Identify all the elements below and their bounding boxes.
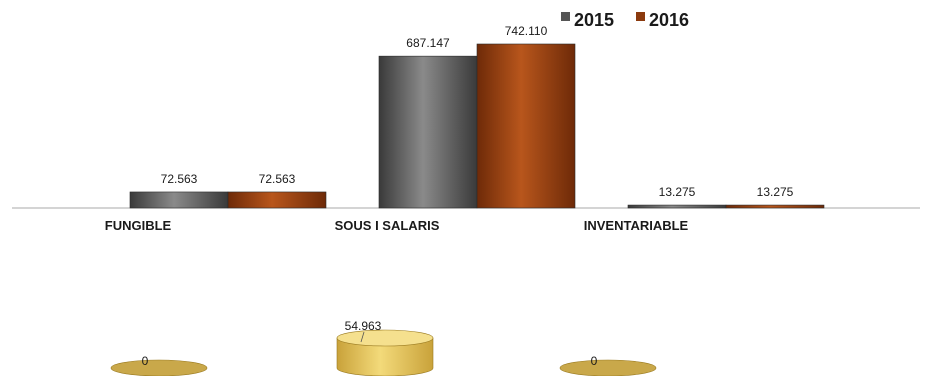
cylinder-label-fungible: 0	[142, 354, 149, 368]
data-label-inventariable-2015: 13.275	[659, 185, 696, 199]
bar-fungible-2015	[129, 191, 229, 209]
cylinder-inventariable	[559, 359, 657, 376]
legend-swatch-2015	[561, 12, 570, 21]
bar-fungible-2016	[227, 191, 327, 209]
legend-swatch-2016	[636, 12, 645, 21]
legend: 2015 2016	[561, 10, 689, 30]
cylinder-sous-i-salaris	[336, 329, 434, 376]
cylinder-label-inventariable: 0	[591, 354, 598, 368]
data-label-sous-i-salaris-2015: 687.147	[406, 36, 450, 50]
category-label-sous-i-salaris: SOUS I SALARIS	[335, 218, 440, 233]
legend-label-2016: 2016	[649, 10, 689, 30]
data-label-sous-i-salaris-2016: 742.110	[505, 24, 548, 38]
bar-inventariable-2015	[627, 204, 727, 209]
data-label-inventariable-2016: 13.275	[757, 185, 794, 199]
bar-group: 72.563 72.563 687.147 742.110 13.275 13.275	[129, 24, 825, 209]
cylinder-label-sous-i-salaris: 54.963	[345, 319, 382, 333]
legend-label-2015: 2015	[574, 10, 614, 30]
data-label-fungible-2015: 72.563	[161, 172, 198, 186]
cylinder-group: 0 54.963 0	[110, 319, 657, 376]
data-label-fungible-2016: 72.563	[259, 172, 296, 186]
category-label-fungible: FUNGIBLE	[105, 218, 172, 233]
bar-sous-i-salaris-2016	[476, 43, 576, 209]
bar-sous-i-salaris-2015	[378, 55, 478, 209]
category-label-inventariable: INVENTARIABLE	[584, 218, 689, 233]
cylinder-fungible	[110, 359, 208, 376]
bar-inventariable-2016	[725, 204, 825, 209]
